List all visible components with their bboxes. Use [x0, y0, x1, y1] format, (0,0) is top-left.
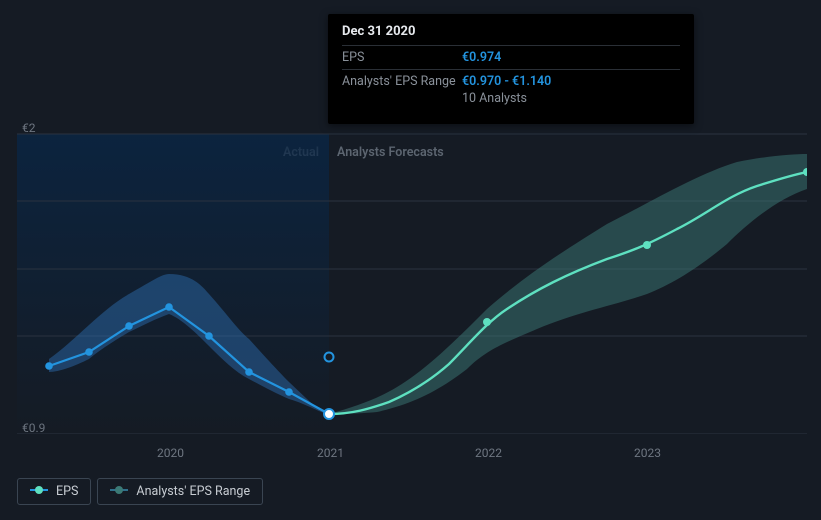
chart-tooltip: Dec 31 2020 EPS €0.974 Analysts' EPS Ran…	[328, 14, 694, 124]
eps-actual-marker	[125, 322, 133, 330]
eps-chart-panel: Dec 31 2020 EPS €0.974 Analysts' EPS Ran…	[0, 0, 821, 520]
current-point-marker	[324, 409, 334, 419]
legend-swatch-icon	[110, 484, 128, 499]
chart-svg	[17, 114, 807, 434]
eps-actual-marker	[165, 303, 173, 311]
tooltip-row-value: €0.974	[462, 46, 680, 70]
tooltip-analyst-count: 10 Analysts	[462, 91, 680, 106]
tooltip-row-label: Analysts' EPS Range	[342, 70, 462, 111]
x-axis-tick-label: 2022	[475, 446, 502, 460]
tooltip-row: Analysts' EPS Range €0.970 - €1.140 10 A…	[342, 70, 680, 111]
legend-item-eps[interactable]: EPS	[17, 478, 91, 505]
eps-actual-marker	[85, 348, 93, 356]
x-axis-tick-label: 2020	[157, 446, 184, 460]
tooltip-row-value: €0.970 - €1.140 10 Analysts	[462, 70, 680, 111]
legend-item-label: Analysts' EPS Range	[136, 484, 250, 499]
eps-actual-marker	[205, 332, 213, 340]
chart-legend: EPS Analysts' EPS Range	[17, 478, 263, 505]
eps-forecast-marker	[643, 241, 651, 249]
tooltip-table: EPS €0.974 Analysts' EPS Range €0.970 - …	[342, 45, 680, 110]
forecast-range-band	[329, 154, 807, 414]
highlight-marker	[325, 353, 334, 362]
tooltip-row: EPS €0.974	[342, 46, 680, 70]
tooltip-date: Dec 31 2020	[342, 24, 680, 39]
chart-plot-area[interactable]	[17, 114, 807, 434]
eps-forecast-marker	[483, 318, 491, 326]
legend-swatch-icon	[30, 484, 48, 499]
x-axis-tick-label: 2021	[317, 446, 344, 460]
tooltip-row-label: EPS	[342, 46, 462, 70]
legend-item-eps-range[interactable]: Analysts' EPS Range	[97, 478, 263, 505]
eps-actual-marker	[245, 368, 253, 376]
x-axis-tick-label: 2023	[634, 446, 661, 460]
legend-item-label: EPS	[56, 484, 78, 499]
tooltip-range-value: €0.970 - €1.140	[462, 74, 551, 89]
eps-actual-marker	[285, 388, 293, 396]
eps-actual-marker	[45, 362, 53, 370]
